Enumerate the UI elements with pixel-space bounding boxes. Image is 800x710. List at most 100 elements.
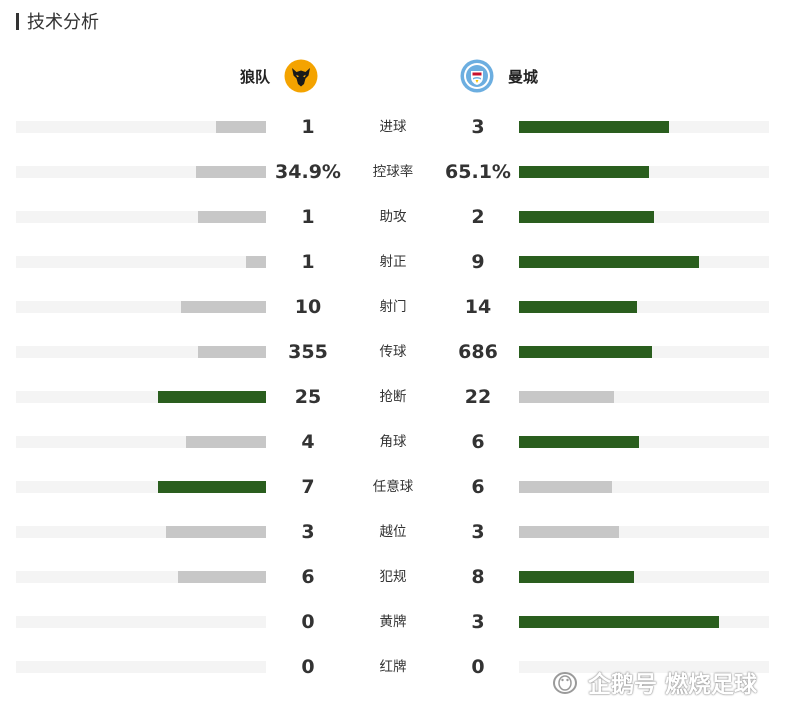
city-crest-icon	[460, 59, 494, 93]
away-stat-bar	[519, 436, 639, 448]
stat-label: 犯规	[379, 569, 407, 585]
home-stat-bar	[246, 256, 266, 268]
home-stat-track	[16, 436, 266, 448]
away-stat-track	[519, 301, 769, 313]
stat-label: 黄牌	[379, 614, 407, 630]
away-stat-track	[519, 571, 769, 583]
home-stat-value: 0	[301, 656, 315, 678]
home-stat-track	[16, 301, 266, 313]
home-stat-track	[16, 346, 266, 358]
away-stat-bar	[519, 211, 654, 223]
stat-row: 1 助攻 2	[0, 205, 800, 229]
home-stat-bar	[198, 211, 266, 223]
home-stat-bar	[198, 346, 266, 358]
stat-label: 传球	[379, 344, 407, 360]
stat-row: 3 越位 3	[0, 520, 800, 544]
home-stat-value: 25	[294, 386, 322, 408]
away-team: 曼城	[460, 58, 538, 94]
home-stat-track	[16, 661, 266, 673]
away-stat-value: 22	[464, 386, 492, 408]
away-stat-bar	[519, 616, 719, 628]
section-title: 技术分析	[27, 12, 99, 33]
wolf-crest-icon	[284, 59, 318, 93]
away-stat-bar	[519, 391, 614, 403]
home-stat-value: 7	[301, 476, 315, 498]
home-stat-value: 34.9%	[275, 161, 341, 183]
stat-row: 6 犯规 8	[0, 565, 800, 589]
section-accent-bar	[16, 12, 19, 30]
away-stat-track	[519, 661, 769, 673]
stat-label: 射正	[379, 254, 407, 270]
away-stat-bar	[519, 481, 612, 493]
home-team-name: 狼队	[240, 67, 271, 86]
away-stat-track	[519, 121, 769, 133]
stat-row: 7 任意球 6	[0, 475, 800, 499]
home-stat-value: 1	[301, 116, 315, 138]
away-stat-track	[519, 166, 769, 178]
home-stat-bar	[158, 481, 266, 493]
watermark: 企鹅号 燃烧足球	[548, 664, 757, 700]
away-stat-bar	[519, 346, 652, 358]
away-stat-value: 686	[458, 341, 498, 363]
home-stat-bar	[178, 571, 266, 583]
home-stat-track	[16, 211, 266, 223]
stat-label: 抢断	[379, 389, 407, 405]
home-stat-bar	[216, 121, 266, 133]
penguin-logo-icon	[553, 672, 577, 694]
away-stat-value: 3	[471, 611, 485, 633]
home-team: 狼队	[240, 58, 318, 94]
stat-row: 0 黄牌 3	[0, 610, 800, 634]
home-stat-value: 3	[301, 521, 315, 543]
stat-row: 355 传球 686	[0, 340, 800, 364]
home-stat-value: 10	[294, 296, 322, 318]
watermark-text: 企鹅号 燃烧足球	[588, 672, 758, 698]
home-stat-track	[16, 526, 266, 538]
away-stat-value: 6	[471, 431, 485, 453]
stat-row: 1 进球 3	[0, 115, 800, 139]
away-stat-value: 9	[471, 251, 485, 273]
away-team-name: 曼城	[508, 67, 539, 86]
home-stat-track	[16, 391, 266, 403]
home-stat-bar	[181, 301, 266, 313]
away-stat-bar	[519, 256, 699, 268]
home-stat-track	[16, 256, 266, 268]
home-stat-track	[16, 616, 266, 628]
stat-label: 控球率	[372, 164, 414, 180]
stat-row: 25 抢断 22	[0, 385, 800, 409]
away-stat-track	[519, 616, 769, 628]
away-stat-value: 2	[471, 206, 485, 228]
away-stat-bar	[519, 571, 634, 583]
away-stat-value: 14	[464, 296, 492, 318]
away-stat-value: 8	[471, 566, 485, 588]
home-stat-track	[16, 481, 266, 493]
section-header: 技术分析	[16, 10, 99, 33]
away-stat-bar	[519, 121, 669, 133]
home-stat-bar	[158, 391, 266, 403]
away-stat-track	[519, 256, 769, 268]
away-stat-track	[519, 481, 769, 493]
stat-label: 进球	[379, 119, 407, 135]
home-stat-track	[16, 571, 266, 583]
stat-label: 红牌	[379, 659, 407, 675]
stat-label: 助攻	[379, 209, 407, 225]
home-stat-value: 4	[301, 431, 315, 453]
stat-label: 角球	[379, 434, 407, 450]
away-stat-track	[519, 526, 769, 538]
home-stat-track	[16, 166, 266, 178]
home-stat-track	[16, 121, 266, 133]
away-stat-value: 3	[471, 116, 485, 138]
away-stat-track	[519, 436, 769, 448]
home-stat-bar	[166, 526, 266, 538]
away-stat-bar	[519, 166, 649, 178]
stat-row: 0 红牌 0	[0, 655, 800, 679]
away-stat-track	[519, 346, 769, 358]
stat-label: 越位	[379, 524, 407, 540]
away-stat-track	[519, 211, 769, 223]
stat-label: 任意球	[372, 479, 414, 495]
away-stat-value: 6	[471, 476, 485, 498]
home-stat-bar	[196, 166, 266, 178]
stat-row: 34.9% 控球率 65.1%	[0, 160, 800, 184]
away-stat-bar	[519, 526, 619, 538]
stat-row: 4 角球 6	[0, 430, 800, 454]
away-stat-value: 0	[471, 656, 485, 678]
